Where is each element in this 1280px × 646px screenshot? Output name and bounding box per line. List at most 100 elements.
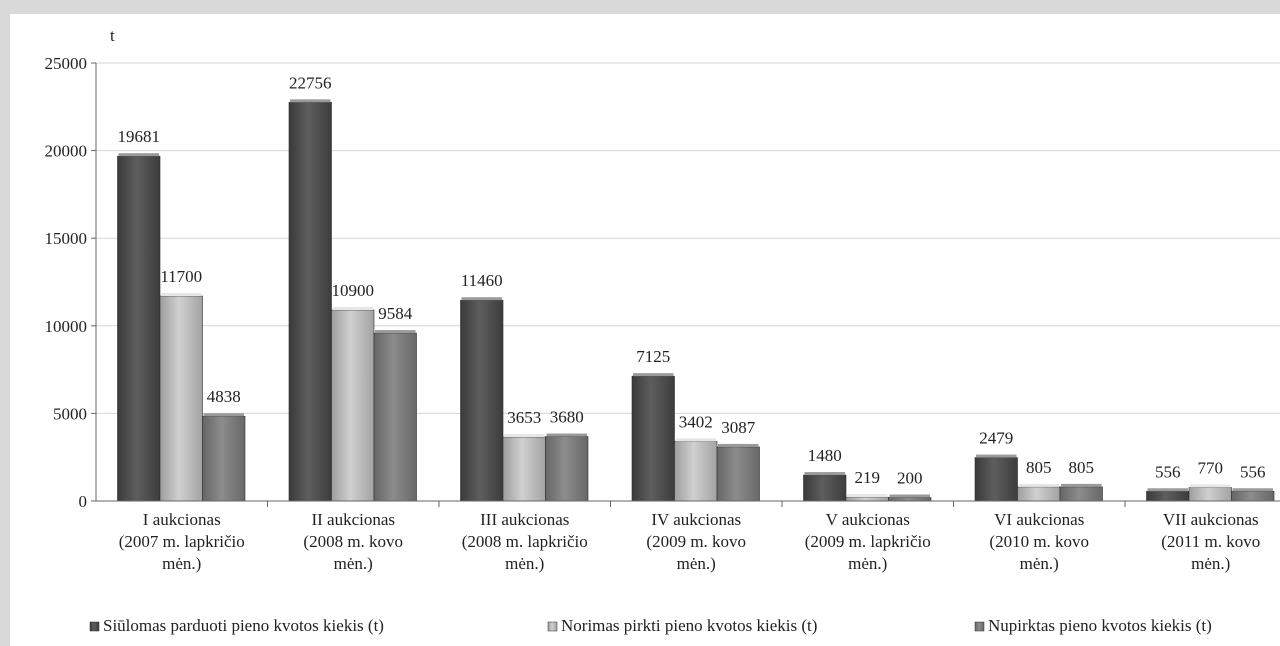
x-category-label: II aukcionas xyxy=(311,510,395,529)
x-category-label: (2007 m. lapkričio xyxy=(119,532,245,551)
y-tick-label: 20000 xyxy=(45,142,88,161)
y-tick-label: 10000 xyxy=(45,317,88,336)
x-category-label: mėn.) xyxy=(1020,554,1059,573)
x-category-label: VI aukcionas xyxy=(994,510,1084,529)
y-axis: 0 5000 10000 15000 20000 25000 xyxy=(45,54,97,511)
x-category-label: (2011 m. kovo xyxy=(1161,532,1260,551)
bar xyxy=(1188,487,1232,502)
legend-entry: Nupirktas pieno kvotos kiekis (t) xyxy=(988,616,1212,635)
x-category-label: (2008 m. kovo xyxy=(303,532,403,551)
data-label: 805 xyxy=(1069,458,1095,477)
legend-entry: Norimas pirkti pieno kvotos kiekis (t) xyxy=(561,616,817,635)
data-label: 219 xyxy=(855,468,881,487)
bar xyxy=(803,474,847,502)
bar xyxy=(1059,486,1103,502)
data-label: 3087 xyxy=(721,418,756,437)
x-category-label: III aukcionas xyxy=(480,510,569,529)
bar-top xyxy=(718,443,759,447)
bars xyxy=(117,99,1275,502)
x-category-label: mėn.) xyxy=(1191,554,1230,573)
x-category-label: (2008 m. lapkričio xyxy=(462,532,588,551)
y-tick-label: 25000 xyxy=(45,54,88,73)
bar-top xyxy=(976,454,1017,458)
data-label: 3680 xyxy=(550,408,584,427)
bar xyxy=(1146,490,1190,502)
x-category-label: (2009 m. lapkričio xyxy=(805,532,931,551)
legend: Siūlomas parduoti pieno kvotos kiekis (t… xyxy=(89,616,1212,635)
grid-lines xyxy=(96,62,1280,414)
x-category-label: mėn.) xyxy=(162,554,201,573)
data-label: 3402 xyxy=(679,412,713,431)
bar xyxy=(1017,486,1061,502)
data-label: 805 xyxy=(1026,458,1052,477)
x-axis: I aukcionas (2007 m. lapkričio mėn.) II auk… xyxy=(96,500,1280,573)
bar-top xyxy=(847,494,888,498)
y-tick-label: 15000 xyxy=(45,229,88,248)
x-category-label: mėn.) xyxy=(677,554,716,573)
bar xyxy=(502,436,546,502)
bar-top xyxy=(290,99,331,103)
bar-top xyxy=(504,433,545,437)
legend-swatch xyxy=(547,621,558,632)
y-tick-label: 0 xyxy=(79,492,88,511)
bar-top xyxy=(804,472,845,476)
bar xyxy=(888,497,932,502)
bar xyxy=(117,155,161,502)
x-category-label: IV aukcionas xyxy=(651,510,741,529)
legend-swatch xyxy=(974,621,985,632)
bar xyxy=(288,102,332,502)
data-label: 11700 xyxy=(160,267,202,286)
data-label: 9584 xyxy=(378,304,413,323)
data-label: 11460 xyxy=(461,271,503,290)
bar-top xyxy=(546,433,587,437)
bar-top xyxy=(118,153,159,157)
bar-top xyxy=(1061,483,1102,487)
bar-top xyxy=(889,494,930,498)
bar-chart: 0 5000 10000 15000 20000 25000 t 19681 11700 48… xyxy=(45,26,1280,635)
data-label: 1480 xyxy=(808,446,842,465)
bar-top xyxy=(461,297,502,301)
y-axis-unit-label: t xyxy=(110,26,115,45)
bar-top xyxy=(161,293,202,297)
bar xyxy=(674,441,718,502)
bar xyxy=(631,375,675,502)
bar-top xyxy=(203,413,244,417)
data-label: 3653 xyxy=(507,408,541,427)
bar-top xyxy=(1190,484,1231,488)
x-category-label: (2010 m. kovo xyxy=(989,532,1089,551)
bar-top xyxy=(375,330,416,334)
data-label: 770 xyxy=(1198,459,1224,478)
bar xyxy=(974,457,1018,502)
x-category-label: V aukcionas xyxy=(826,510,910,529)
bar-top xyxy=(675,438,716,442)
x-category-label: mėn.) xyxy=(505,554,544,573)
data-label: 2479 xyxy=(979,429,1013,448)
bar xyxy=(716,446,760,502)
bar-top xyxy=(633,373,674,377)
x-category-label: I aukcionas xyxy=(143,510,221,529)
bar-top xyxy=(1147,488,1188,492)
x-category-label: mėn.) xyxy=(848,554,887,573)
bar xyxy=(845,496,889,502)
bar xyxy=(331,309,375,502)
x-category-label: mėn.) xyxy=(334,554,373,573)
data-label: 10900 xyxy=(332,281,375,300)
data-label: 7125 xyxy=(636,347,670,366)
data-label: 4838 xyxy=(207,387,241,406)
bar xyxy=(202,415,246,502)
data-label: 200 xyxy=(897,468,923,487)
bar xyxy=(1231,490,1275,502)
bar-top xyxy=(332,307,373,311)
y-tick-label: 5000 xyxy=(53,404,87,423)
bar-top xyxy=(1232,488,1273,492)
bar xyxy=(460,299,504,502)
data-label: 22756 xyxy=(289,73,332,92)
data-label: 19681 xyxy=(118,127,161,146)
chart-panel: 0 5000 10000 15000 20000 25000 t 19681 11700 48… xyxy=(10,14,1280,646)
x-category-label: VII aukcionas xyxy=(1163,510,1259,529)
bar xyxy=(159,295,203,502)
data-label: 556 xyxy=(1155,462,1181,481)
legend-swatch xyxy=(89,621,100,632)
